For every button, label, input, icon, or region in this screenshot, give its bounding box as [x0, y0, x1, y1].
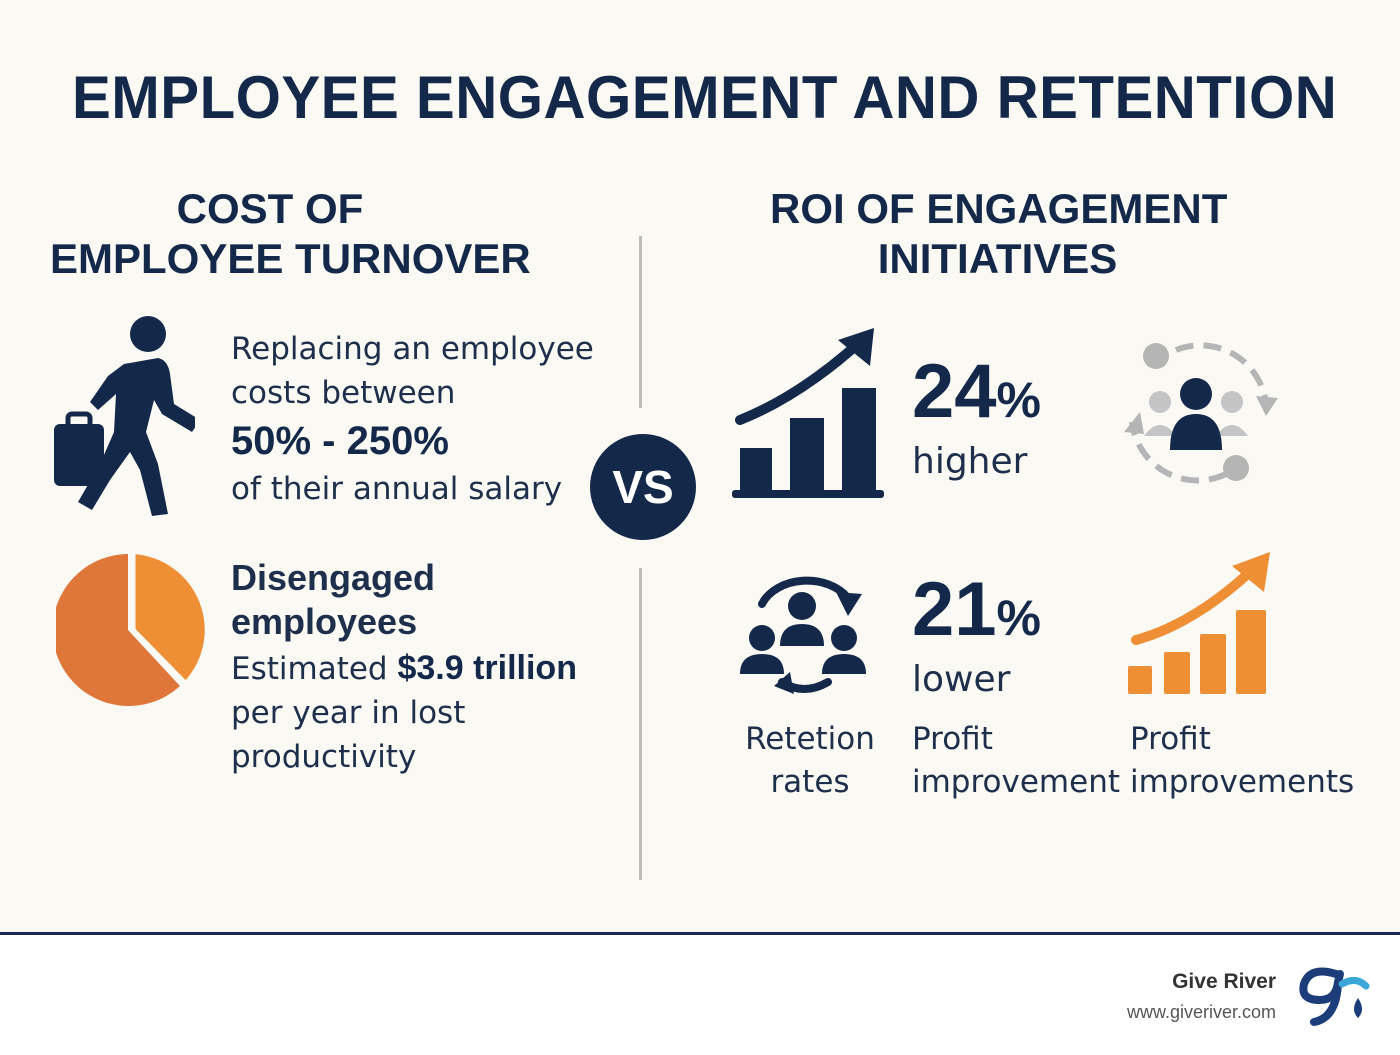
footer-bar [0, 932, 1400, 1055]
turnover-line1: Replacing an employee [231, 331, 594, 367]
turnover-range: 50% - 250% [231, 419, 449, 463]
caption-profits-line1: Profit [1130, 721, 1211, 757]
stat-lower: 21% lower [912, 570, 1041, 702]
roi-heading-line1: ROI OF ENGAGEMENT [770, 185, 1228, 232]
cost-heading-line1: COST OF [176, 185, 364, 232]
caption-profit-improvements: Profit improvements [1130, 718, 1354, 804]
caption-retention-line1: Retetion [745, 721, 875, 757]
cost-heading: COST OF EMPLOYEE TURNOVER [50, 184, 531, 284]
stat-higher-word: higher [912, 441, 1028, 482]
growth-bar-chart-icon [732, 328, 884, 498]
roi-heading: ROI OF ENGAGEMENT INITIATIVES [770, 184, 1228, 284]
turnover-text: Replacing an employee costs between 50% … [231, 327, 594, 511]
estimated-label: Estimated [231, 651, 388, 687]
pie-chart-icon [56, 552, 205, 706]
roi-heading-line2: INITIATIVES [877, 235, 1118, 282]
turnover-line2: costs between [231, 375, 456, 411]
disengaged-line3: productivity [231, 739, 417, 775]
disengaged-heading-line1: Disengaged [231, 557, 436, 598]
divider-bottom [639, 568, 642, 880]
lost-amount: $3.9 trillion [397, 649, 577, 687]
stat-lower-word: lower [912, 659, 1011, 700]
brand-url[interactable]: www.giveriver.com [1126, 1002, 1276, 1022]
caption-profit-improvement: Profit improvement [912, 718, 1120, 804]
people-circle-icon [1124, 342, 1278, 484]
disengaged-line2: per year in lost [231, 695, 466, 731]
brand-name: Give River [1172, 970, 1276, 993]
caption-profits-line2: improvements [1130, 764, 1355, 800]
stat-higher-number: 24% [912, 349, 1042, 434]
divider-top [639, 236, 642, 408]
disengaged-text: Disengaged employees Estimated $3.9 tril… [231, 556, 577, 779]
stat-lower-number: 21% [912, 567, 1042, 652]
caption-retention: Retetion rates [744, 718, 876, 804]
vs-badge: VS [590, 434, 696, 540]
disengaged-estimate: Estimated $3.9 trillion [231, 646, 577, 691]
disengaged-heading-line2: employees [231, 601, 418, 642]
give-river-logo [1299, 967, 1370, 1026]
caption-retention-line2: rates [770, 764, 850, 800]
cost-heading-line2: EMPLOYEE TURNOVER [50, 235, 531, 282]
stat-higher: 24% higher [912, 352, 1041, 484]
team-cycle-icon [740, 576, 866, 694]
turnover-line3: of their annual salary [231, 471, 563, 507]
page-title: EMPLOYEE ENGAGEMENT AND RETENTION [72, 64, 1338, 131]
orange-growth-chart-icon [1128, 552, 1270, 694]
walking-employee-briefcase-icon [54, 316, 195, 516]
caption-profit-line2: improvement [912, 764, 1121, 800]
caption-profit-line1: Profit [912, 721, 993, 757]
